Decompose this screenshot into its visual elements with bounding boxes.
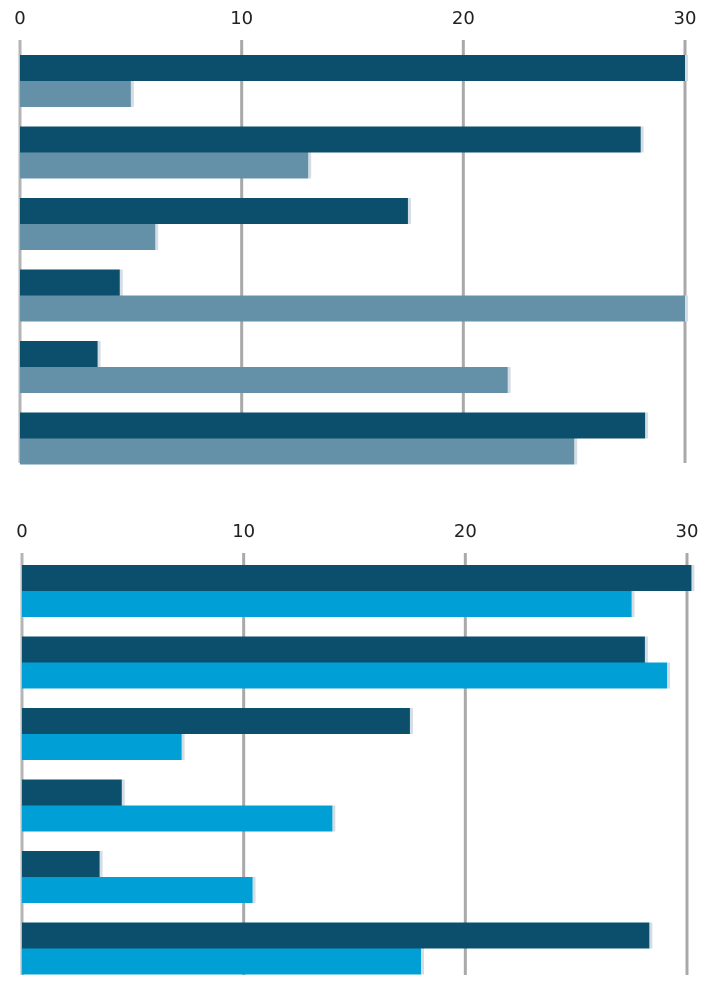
bar-series-2-row-4 bbox=[22, 805, 333, 832]
x-tick-label: 10 bbox=[232, 521, 255, 542]
bar-series-1-row-5 bbox=[22, 851, 100, 877]
bar-series-1-row-6 bbox=[22, 922, 650, 949]
x-tick-label: 0 bbox=[14, 8, 25, 29]
bar-series-1-row-4 bbox=[20, 269, 120, 296]
bar-series-2-row-3 bbox=[20, 224, 156, 250]
bar-series-2-row-1 bbox=[22, 591, 632, 617]
x-tick-label: 10 bbox=[230, 8, 253, 29]
bar-series-1-row-6 bbox=[20, 412, 646, 439]
bar-series-1-row-3 bbox=[22, 708, 410, 734]
chart-1: 0 10 20 30 bbox=[14, 8, 696, 465]
bar-series-1-row-4 bbox=[22, 779, 122, 806]
bar-series-2-row-3 bbox=[22, 734, 182, 760]
bar-series-1-row-5 bbox=[20, 341, 98, 367]
x-tick-label: 0 bbox=[16, 521, 27, 542]
bar-series-2-row-6 bbox=[20, 438, 575, 465]
bar-series-1-row-2 bbox=[22, 636, 645, 663]
bar-series-2-row-4 bbox=[20, 295, 685, 322]
bar-series-2-row-5 bbox=[20, 367, 508, 393]
bar-series-2-row-6 bbox=[22, 948, 421, 975]
bar-series-1-row-1 bbox=[20, 55, 685, 81]
bar-series-2-row-1 bbox=[20, 81, 131, 107]
bar-series-2-row-2 bbox=[20, 152, 309, 179]
bar-series-1-row-2 bbox=[20, 126, 641, 153]
x-tick-label: 20 bbox=[454, 521, 477, 542]
chart-2: 0 10 20 30 bbox=[16, 521, 698, 975]
bar-series-1-row-1 bbox=[22, 565, 692, 591]
x-tick-label: 30 bbox=[676, 521, 699, 542]
x-tick-label: 20 bbox=[452, 8, 475, 29]
bar-series-2-row-2 bbox=[22, 662, 668, 689]
x-tick-label: 30 bbox=[674, 8, 697, 29]
bar-series-1-row-3 bbox=[20, 198, 408, 224]
bar-series-2-row-5 bbox=[22, 877, 253, 903]
